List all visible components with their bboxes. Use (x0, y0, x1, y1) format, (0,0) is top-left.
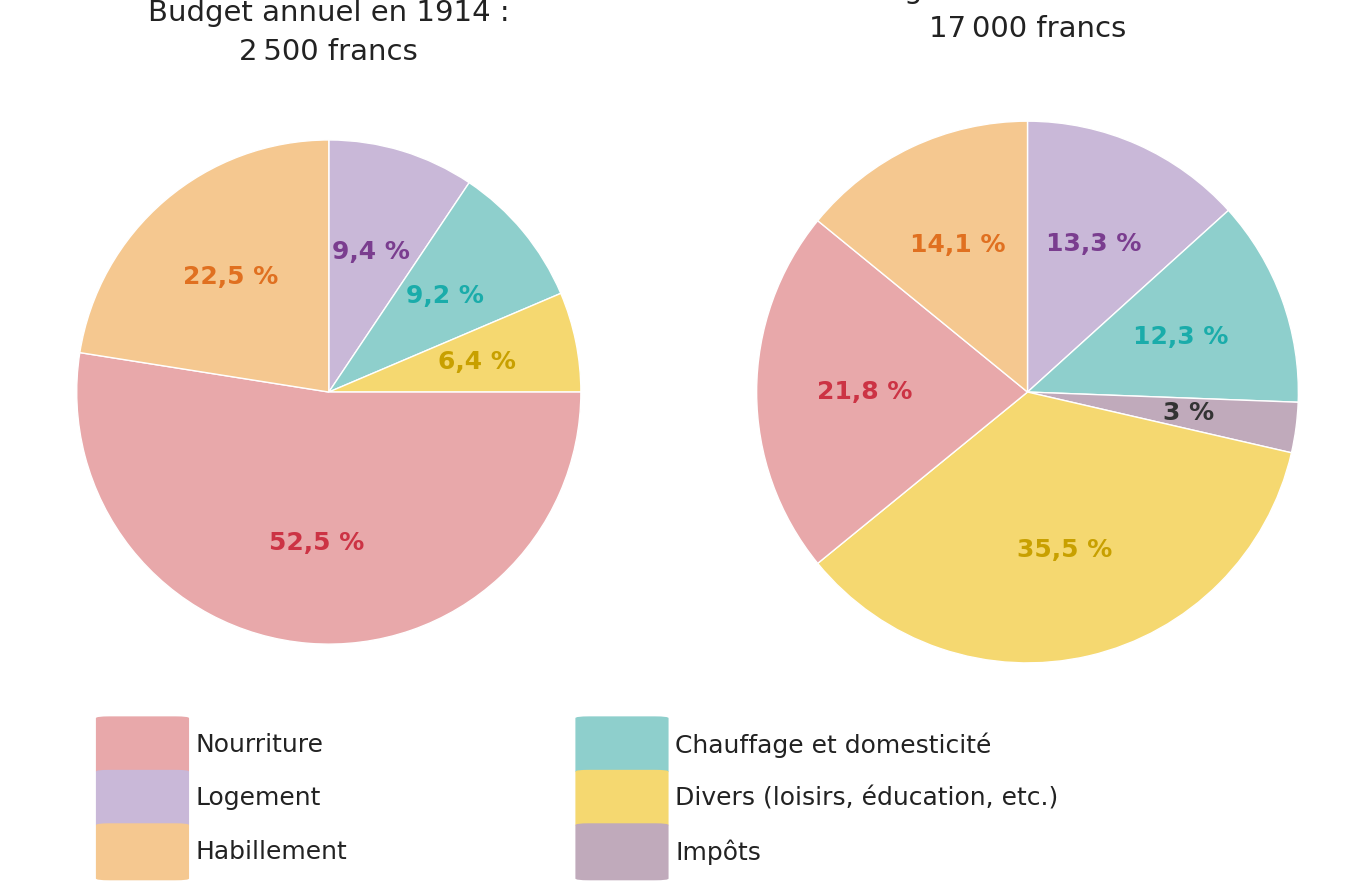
Text: Divers (loisirs, éducation, etc.): Divers (loisirs, éducation, etc.) (675, 787, 1059, 810)
Wedge shape (756, 221, 1028, 563)
Text: 6,4 %: 6,4 % (438, 350, 516, 374)
Text: Impôts: Impôts (675, 839, 762, 864)
FancyBboxPatch shape (96, 770, 189, 827)
Text: Chauffage et domesticité: Chauffage et domesticité (675, 732, 992, 757)
FancyBboxPatch shape (96, 823, 189, 880)
Text: 52,5 %: 52,5 % (270, 531, 364, 555)
Text: 12,3 %: 12,3 % (1133, 324, 1228, 348)
Wedge shape (1028, 210, 1299, 402)
Wedge shape (1028, 121, 1229, 392)
Wedge shape (79, 140, 329, 392)
Text: 22,5 %: 22,5 % (184, 265, 278, 289)
Wedge shape (329, 293, 581, 392)
Title: Budget annuel en 1914 :
17 000 francs: Budget annuel en 1914 : 17 000 francs (847, 0, 1208, 43)
Title: Budget annuel en 1914 :
2 500 francs: Budget annuel en 1914 : 2 500 francs (148, 0, 510, 66)
FancyBboxPatch shape (96, 716, 189, 773)
Wedge shape (329, 183, 560, 392)
FancyBboxPatch shape (575, 716, 669, 773)
Text: 9,4 %: 9,4 % (333, 241, 410, 264)
Wedge shape (1028, 392, 1299, 453)
Text: Habillement: Habillement (196, 840, 348, 863)
Text: 9,2 %: 9,2 % (407, 283, 484, 307)
Text: Nourriture: Nourriture (196, 733, 323, 756)
Text: 35,5 %: 35,5 % (1017, 538, 1112, 562)
Text: Logement: Logement (196, 787, 322, 810)
Wedge shape (77, 353, 581, 644)
Wedge shape (818, 121, 1028, 392)
FancyBboxPatch shape (575, 770, 669, 827)
Text: 14,1 %: 14,1 % (910, 233, 1006, 257)
Wedge shape (329, 140, 469, 392)
Wedge shape (818, 392, 1292, 663)
Text: 3 %: 3 % (1163, 402, 1214, 425)
FancyBboxPatch shape (575, 823, 669, 880)
Text: 13,3 %: 13,3 % (1045, 232, 1141, 256)
Text: 21,8 %: 21,8 % (818, 380, 912, 404)
